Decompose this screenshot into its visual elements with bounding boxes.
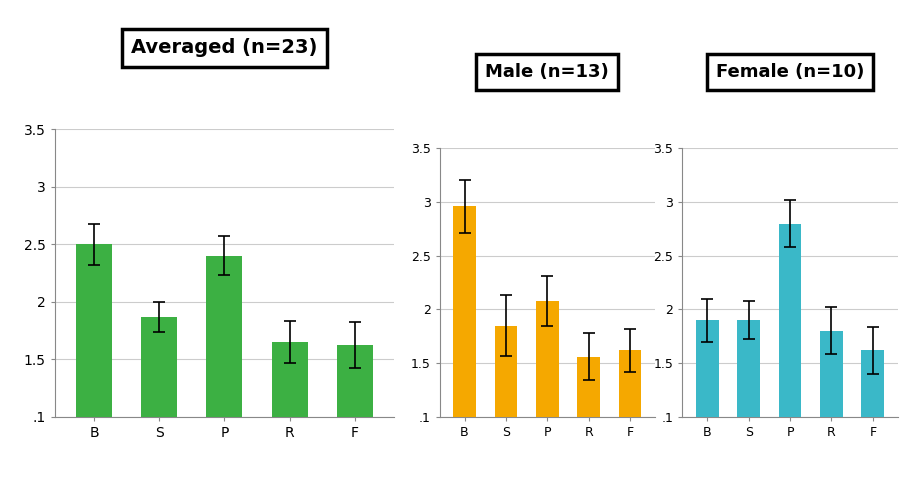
Bar — [820, 331, 843, 417]
Text: Averaged (n=23): Averaged (n=23) — [131, 38, 318, 57]
Bar — [337, 345, 373, 417]
Bar — [737, 320, 760, 417]
Bar — [76, 244, 112, 417]
Bar — [577, 357, 600, 417]
Bar — [141, 317, 177, 417]
Bar — [453, 206, 476, 417]
Bar — [272, 342, 308, 417]
Bar — [495, 326, 518, 417]
Bar — [696, 320, 719, 417]
Bar — [861, 350, 884, 417]
Bar — [618, 350, 641, 417]
Bar — [206, 256, 243, 417]
Text: Female (n=10): Female (n=10) — [716, 63, 864, 81]
Bar — [536, 301, 559, 417]
Bar — [779, 224, 802, 417]
Text: Male (n=13): Male (n=13) — [485, 63, 609, 81]
